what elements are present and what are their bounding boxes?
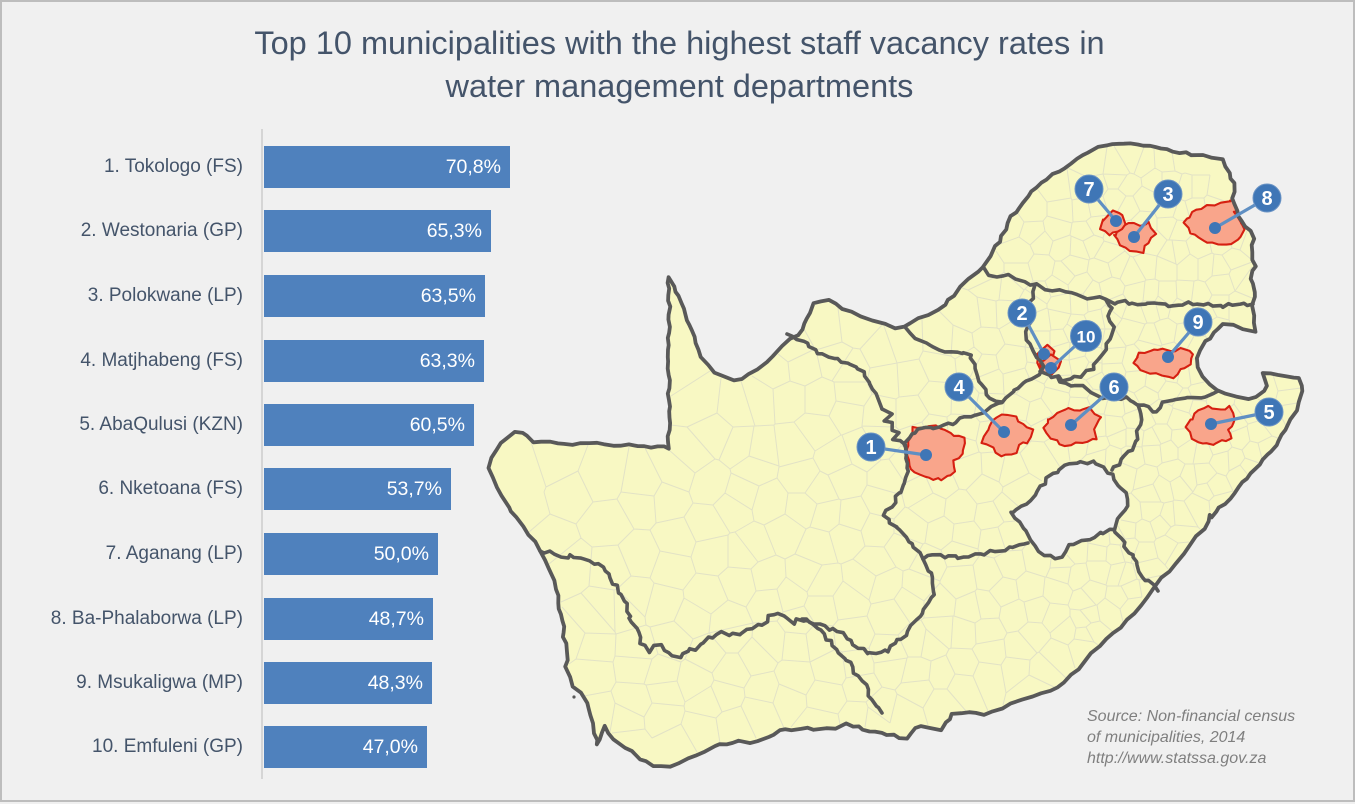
svg-text:3: 3 xyxy=(1162,184,1173,206)
svg-text:8: 8 xyxy=(1261,188,1272,210)
svg-text:5: 5 xyxy=(1263,402,1274,424)
svg-text:7: 7 xyxy=(1083,179,1094,201)
svg-text:2: 2 xyxy=(1016,303,1027,325)
svg-text:9: 9 xyxy=(1192,312,1203,334)
svg-text:4: 4 xyxy=(953,377,965,399)
svg-text:10: 10 xyxy=(1077,328,1096,347)
svg-text:6: 6 xyxy=(1108,377,1119,399)
svg-text:1: 1 xyxy=(865,437,876,459)
